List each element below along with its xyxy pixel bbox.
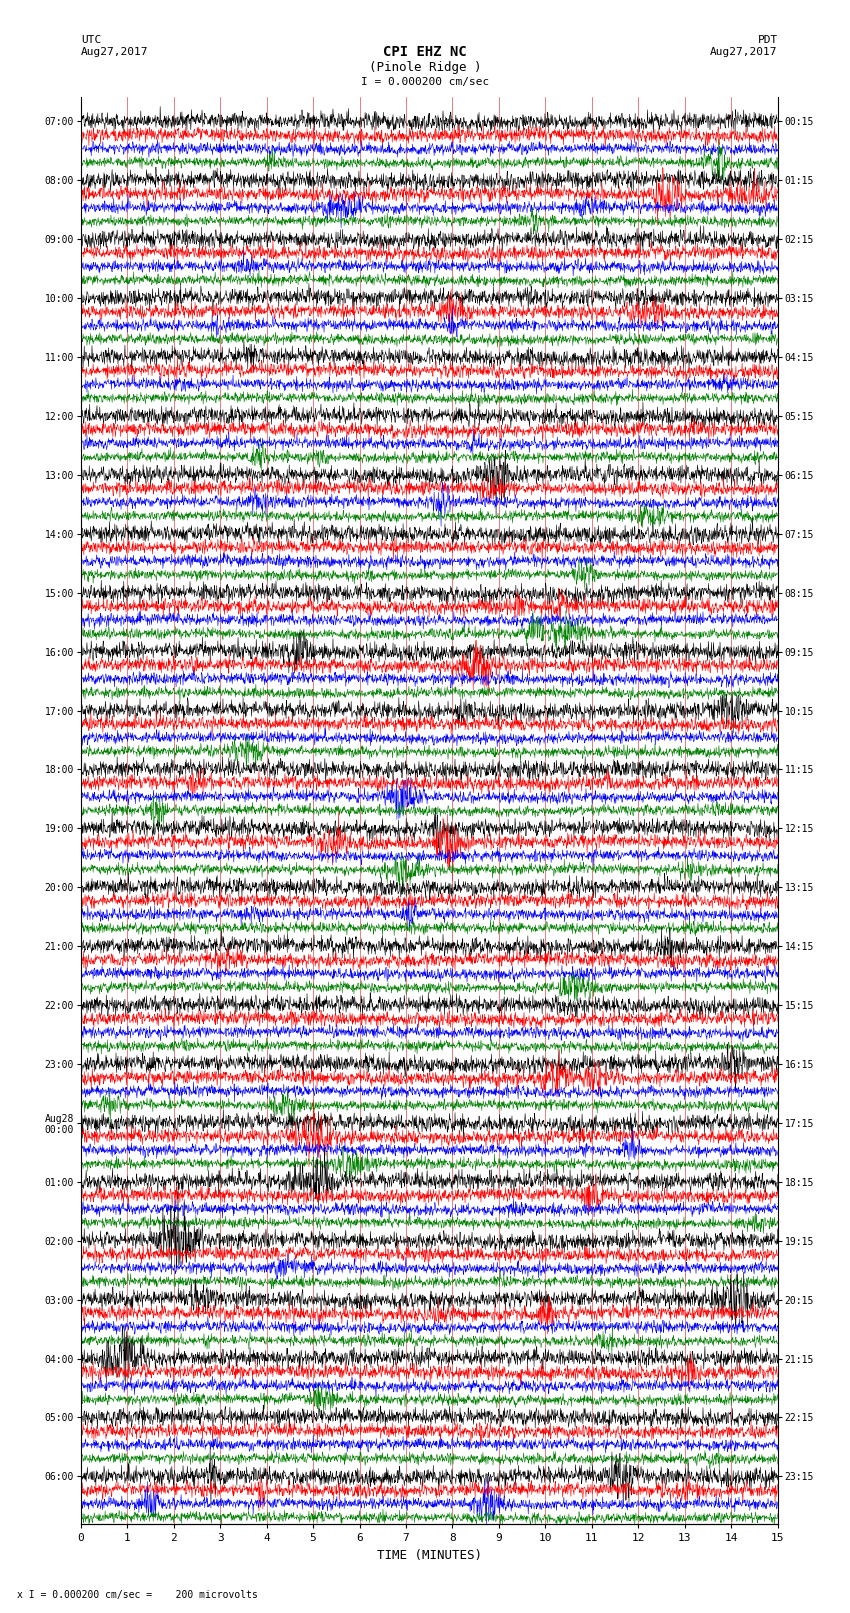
Text: (Pinole Ridge ): (Pinole Ridge ) (369, 61, 481, 74)
Text: CPI EHZ NC: CPI EHZ NC (383, 45, 467, 60)
Text: PDT
Aug27,2017: PDT Aug27,2017 (711, 35, 778, 56)
Text: x I = 0.000200 cm/sec =    200 microvolts: x I = 0.000200 cm/sec = 200 microvolts (17, 1590, 258, 1600)
X-axis label: TIME (MINUTES): TIME (MINUTES) (377, 1548, 482, 1561)
Text: UTC
Aug27,2017: UTC Aug27,2017 (81, 35, 148, 56)
Text: I = 0.000200 cm/sec: I = 0.000200 cm/sec (361, 77, 489, 87)
